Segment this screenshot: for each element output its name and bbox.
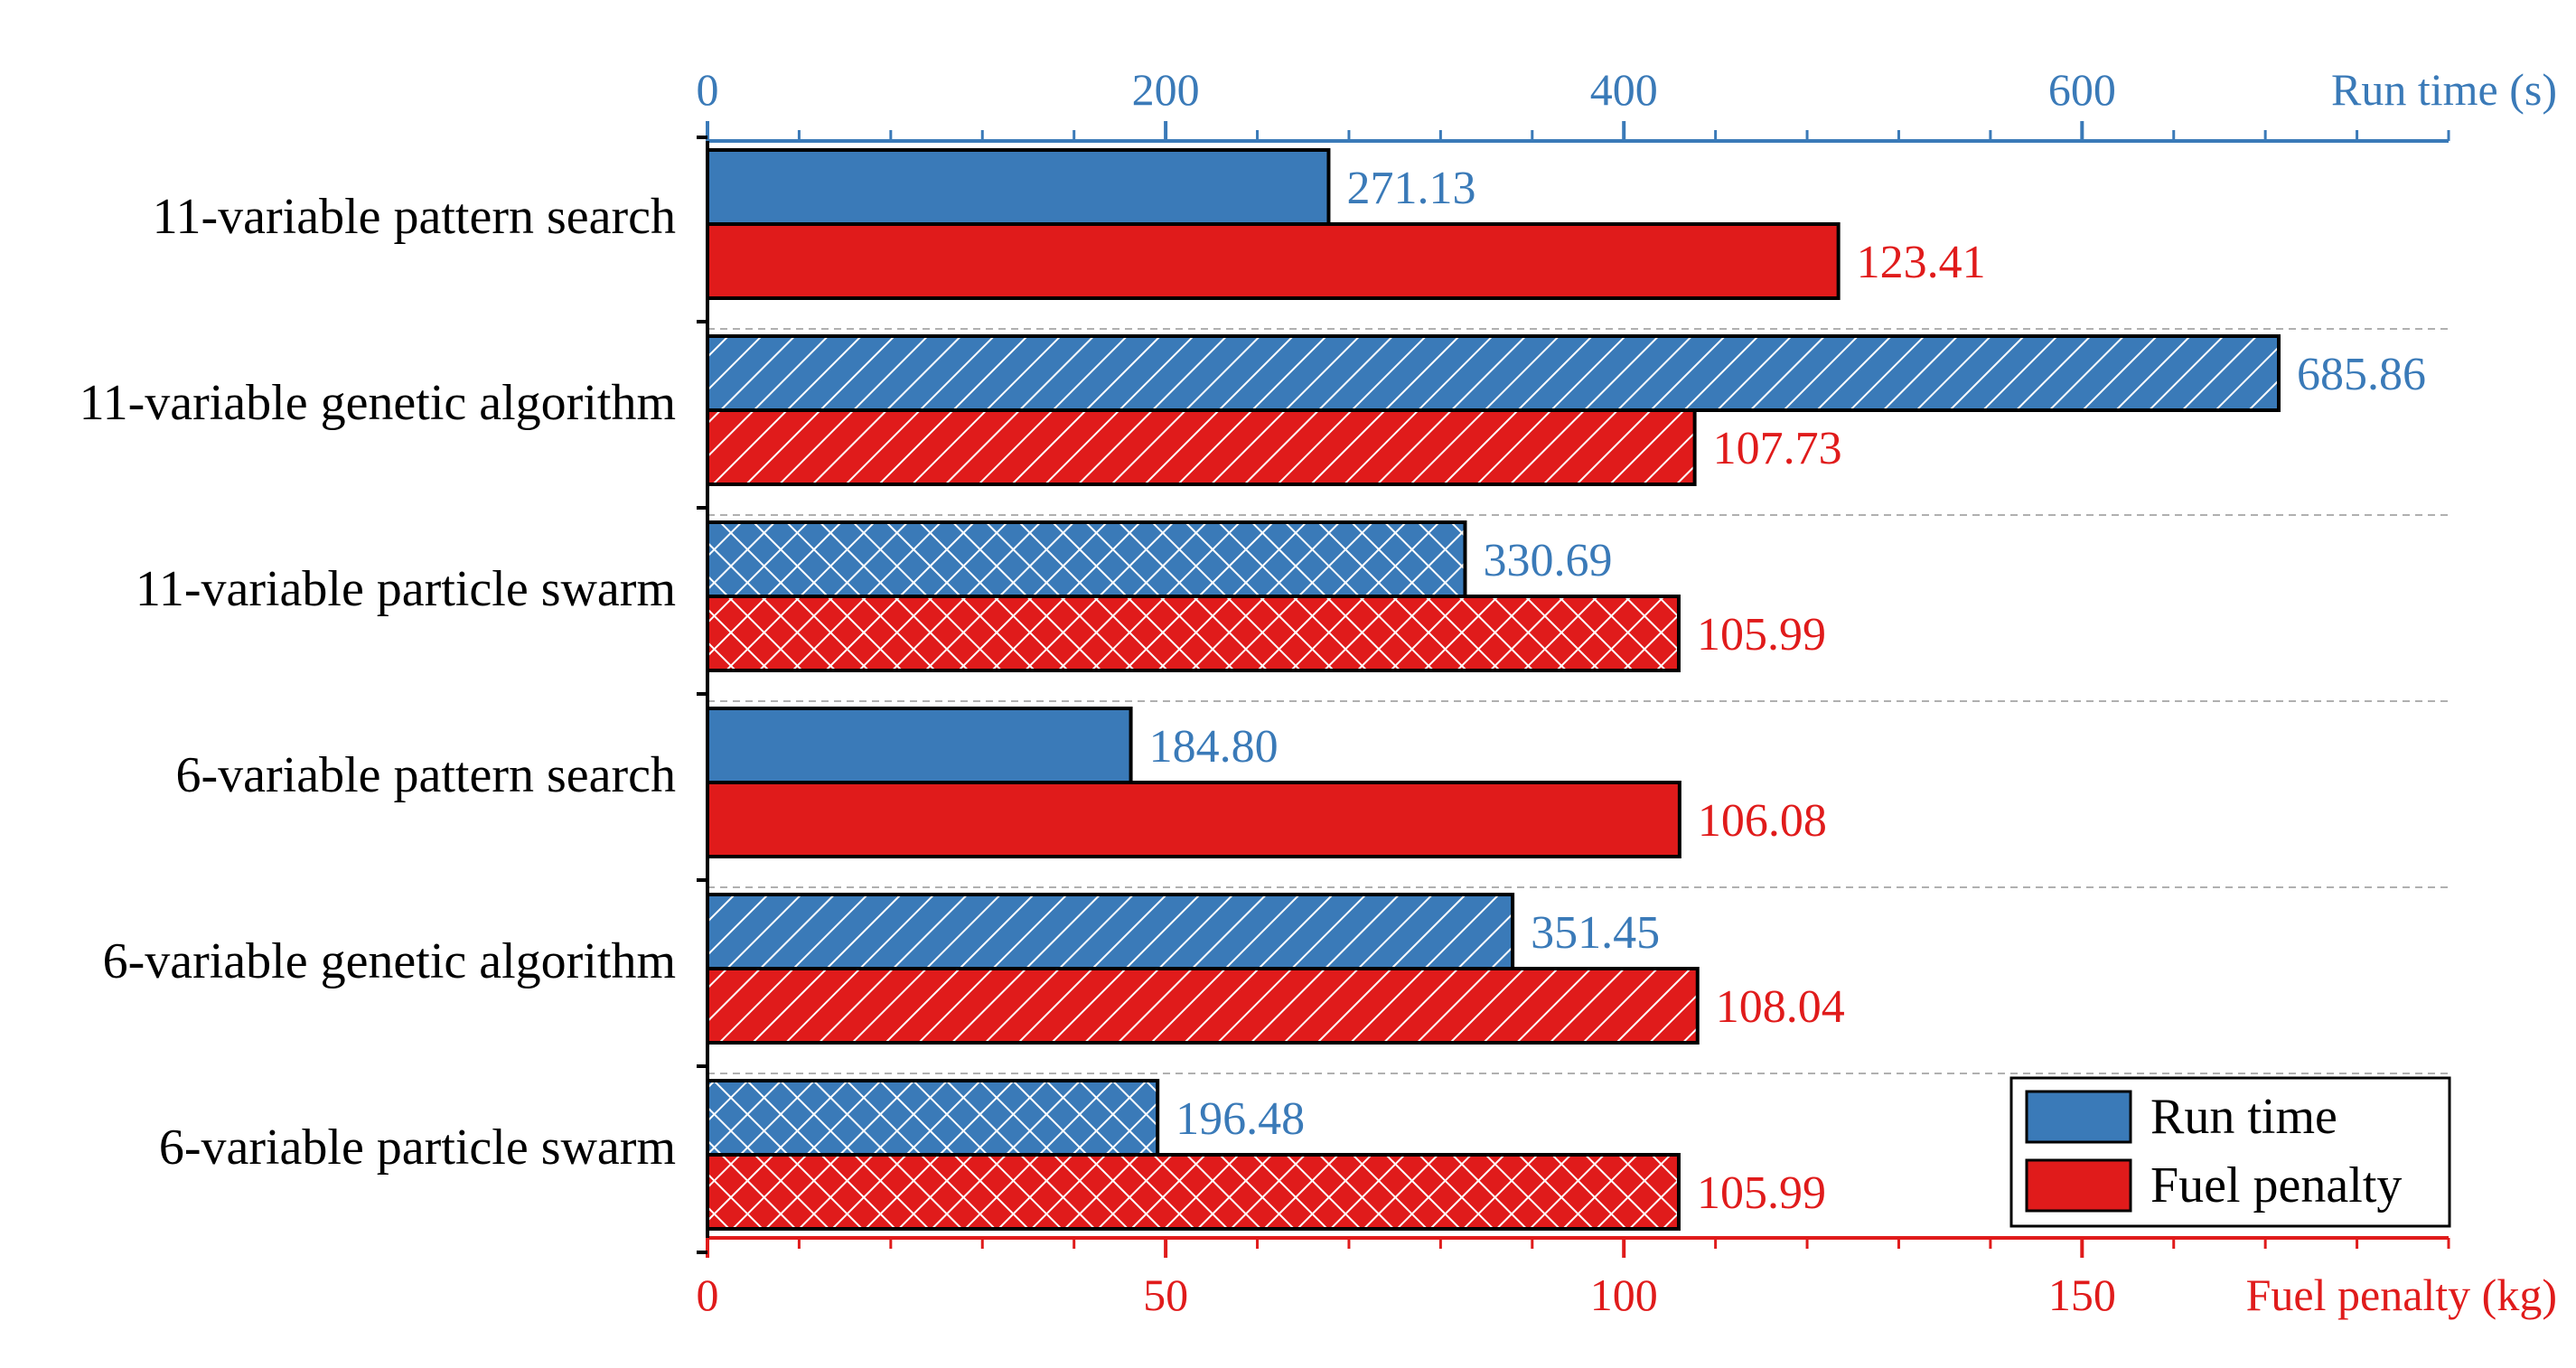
legend-label-fuel-penalty: Fuel penalty — [2150, 1157, 2402, 1213]
top-axis-tick-label: 400 — [1590, 64, 1658, 115]
bar-hatch-run-time-2 — [707, 336, 2280, 410]
bottom-axis-tick-label: 0 — [697, 1270, 719, 1320]
bar-hatch-fuel-penalty-5 — [707, 969, 1698, 1043]
bar-value-label: 108.04 — [1716, 981, 1845, 1033]
bottom-axis-title: Fuel penalty (kg) — [2246, 1270, 2557, 1320]
legend-swatch-fuel-penalty — [2025, 1158, 2132, 1213]
top-axis-ticks: 0 200 400 600 — [697, 64, 2450, 141]
bottom-axis: 0 50 100 150 Fuel penalty (kg) — [697, 1236, 2557, 1320]
bar-run-time-4 — [707, 708, 1131, 782]
bar-value-label: 184.80 — [1149, 721, 1279, 773]
left-axis — [697, 136, 709, 1254]
bar-run-time-1 — [707, 150, 1329, 224]
bars — [706, 148, 2281, 1231]
category-label: 6-variable pattern search — [176, 747, 676, 803]
bar-value-label: 107.73 — [1713, 423, 1842, 474]
bar-value-label: 105.99 — [1697, 609, 1826, 661]
bar-value-label: 685.86 — [2297, 349, 2426, 400]
legend-label-run-time: Run time — [2150, 1089, 2337, 1145]
bar-hatch-run-time-5 — [707, 895, 1513, 969]
category-labels: 11-variable pattern search 11-variable ge… — [80, 189, 676, 1176]
bar-value-label: 196.48 — [1176, 1093, 1305, 1145]
bar-hatch-run-time-6 — [707, 1081, 1158, 1155]
bar-value-label: 106.08 — [1698, 795, 1827, 847]
category-label: 6-variable genetic algorithm — [103, 933, 676, 989]
bar-value-label: 351.45 — [1531, 907, 1660, 959]
bottom-axis-tick-label: 150 — [2048, 1270, 2116, 1320]
top-axis-title: Run time (s) — [2331, 64, 2557, 115]
bar-fuel-penalty-4 — [707, 782, 1680, 857]
legend: Run time Fuel penalty — [2009, 1076, 2451, 1228]
bar-hatch-run-time-3 — [707, 522, 1466, 596]
bottom-axis-tick-label: 100 — [1590, 1270, 1658, 1320]
top-axis-tick-label: 200 — [1132, 64, 1200, 115]
top-axis-tick-label: 600 — [2048, 64, 2116, 115]
bar-value-labels: 271.13 123.41 685.86 107.73 330.69 105.99 184.… — [1149, 163, 2426, 1219]
bar-hatch-fuel-penalty-6 — [707, 1155, 1679, 1229]
bar-fuel-penalty-1 — [707, 224, 1839, 298]
category-label: 6-variable particle swarm — [159, 1120, 676, 1176]
category-label: 11-variable pattern search — [153, 189, 676, 245]
legend-swatch-run-time — [2025, 1090, 2132, 1144]
bar-value-label: 330.69 — [1483, 535, 1612, 586]
bar-value-label: 271.13 — [1346, 163, 1475, 214]
bar-value-label: 123.41 — [1857, 237, 1986, 288]
bar-hatch-fuel-penalty-3 — [707, 596, 1679, 670]
top-axis-tick-label: 0 — [697, 64, 719, 115]
bar-value-label: 105.99 — [1697, 1167, 1826, 1219]
bar-hatch-fuel-penalty-2 — [707, 410, 1695, 484]
bottom-axis-tick-label: 50 — [1143, 1270, 1188, 1320]
category-label: 11-variable particle swarm — [136, 561, 676, 617]
category-label: 11-variable genetic algorithm — [80, 375, 676, 431]
bottom-axis-ticks: 0 50 100 150 — [697, 1238, 2450, 1320]
top-axis: 0 200 400 600 Run time (s) — [697, 64, 2557, 143]
